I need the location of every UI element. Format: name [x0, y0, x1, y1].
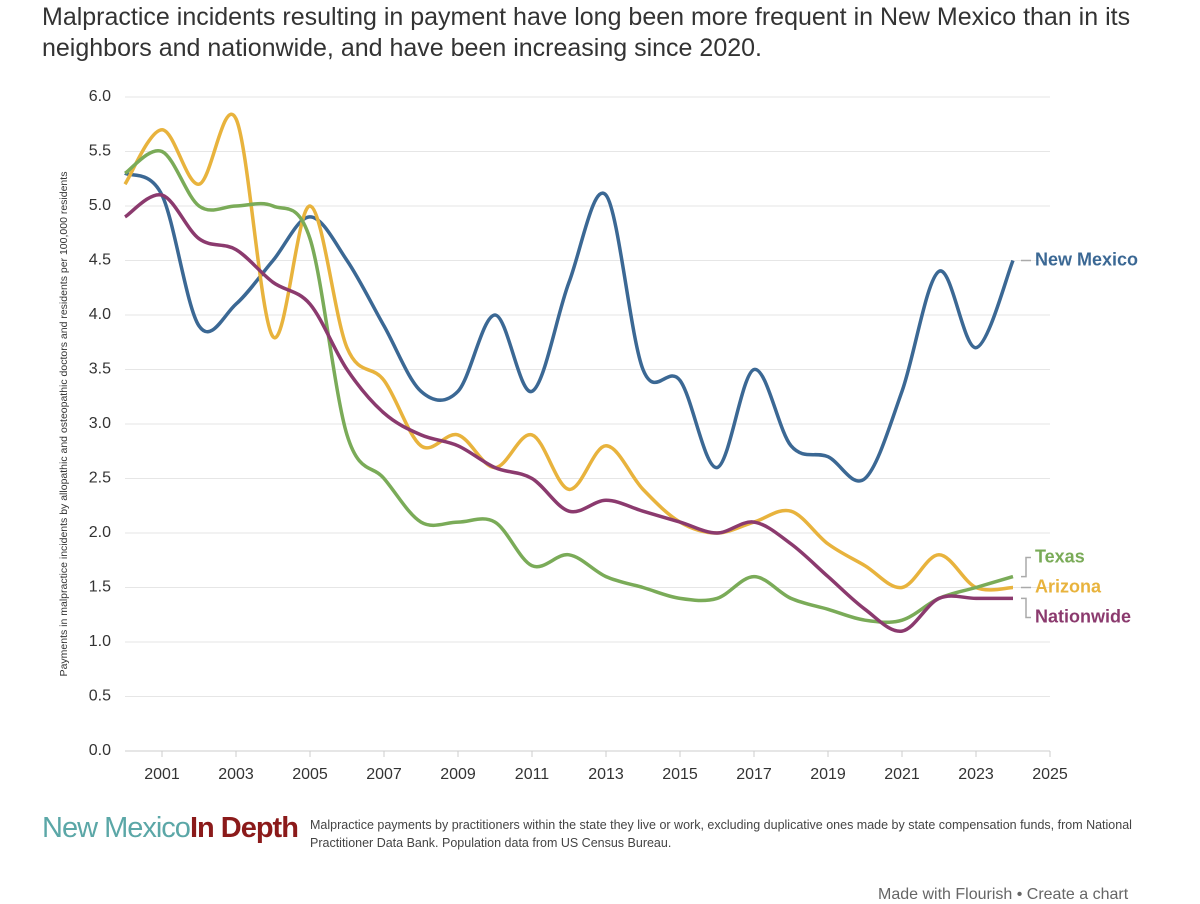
x-tick-label: 2007	[366, 766, 402, 783]
y-tick-label: 3.0	[89, 415, 111, 432]
logo-left: New Mexico	[42, 812, 191, 844]
line	[123, 148, 1014, 625]
line	[124, 171, 1015, 483]
y-tick-label: 4.5	[89, 252, 111, 269]
x-tick-label: 2011	[515, 766, 550, 783]
logo-right: In Depth	[189, 812, 299, 844]
x-tick-label: 2005	[292, 766, 328, 783]
y-tick-label: 5.5	[89, 143, 111, 160]
logo: New MexicoIn Depth	[42, 812, 299, 845]
line	[123, 193, 1013, 633]
x-tick-label: 2021	[884, 766, 920, 783]
x-tick-label: 2013	[588, 766, 624, 783]
legend-label: Arizona	[1035, 576, 1102, 596]
label-connector	[1021, 556, 1031, 578]
x-tick-label: 2023	[958, 766, 994, 783]
x-tick-label: 2009	[440, 766, 476, 783]
y-tick-label: 3.5	[89, 361, 111, 378]
y-tick-label: 1.0	[89, 633, 111, 650]
x-tick-label: 2003	[218, 766, 254, 783]
x-tick-label: 2015	[662, 766, 698, 783]
x-tick-label: 2019	[810, 766, 846, 783]
y-tick-label: 5.0	[89, 197, 111, 214]
label-connector	[1021, 597, 1031, 619]
legend-label: Texas	[1035, 546, 1085, 566]
x-tick-label: 2017	[736, 766, 772, 783]
y-axis-label: Payments in malpractice incidents by all…	[58, 172, 70, 677]
x-tick-label: 2001	[144, 766, 180, 783]
y-tick-label: 0.0	[89, 742, 111, 759]
y-tick-label: 1.5	[89, 579, 111, 596]
y-tick-label: 2.0	[89, 524, 111, 541]
footer[interactable]: Made with Flourish • Create a chart	[878, 886, 1129, 903]
legend-label: New Mexico	[1035, 249, 1138, 269]
source-note: Malpractice payments by practitioners wi…	[310, 818, 1132, 850]
y-tick-label: 0.5	[89, 688, 111, 705]
y-tick-label: 4.0	[89, 306, 111, 323]
chart-title: Malpractice incidents resulting in payme…	[42, 3, 1131, 62]
legend-label: Nationwide	[1035, 606, 1131, 626]
y-tick-label: 2.5	[89, 470, 111, 487]
y-tick-label: 6.0	[89, 88, 111, 105]
x-tick-label: 2025	[1032, 766, 1068, 783]
line	[123, 112, 1014, 592]
